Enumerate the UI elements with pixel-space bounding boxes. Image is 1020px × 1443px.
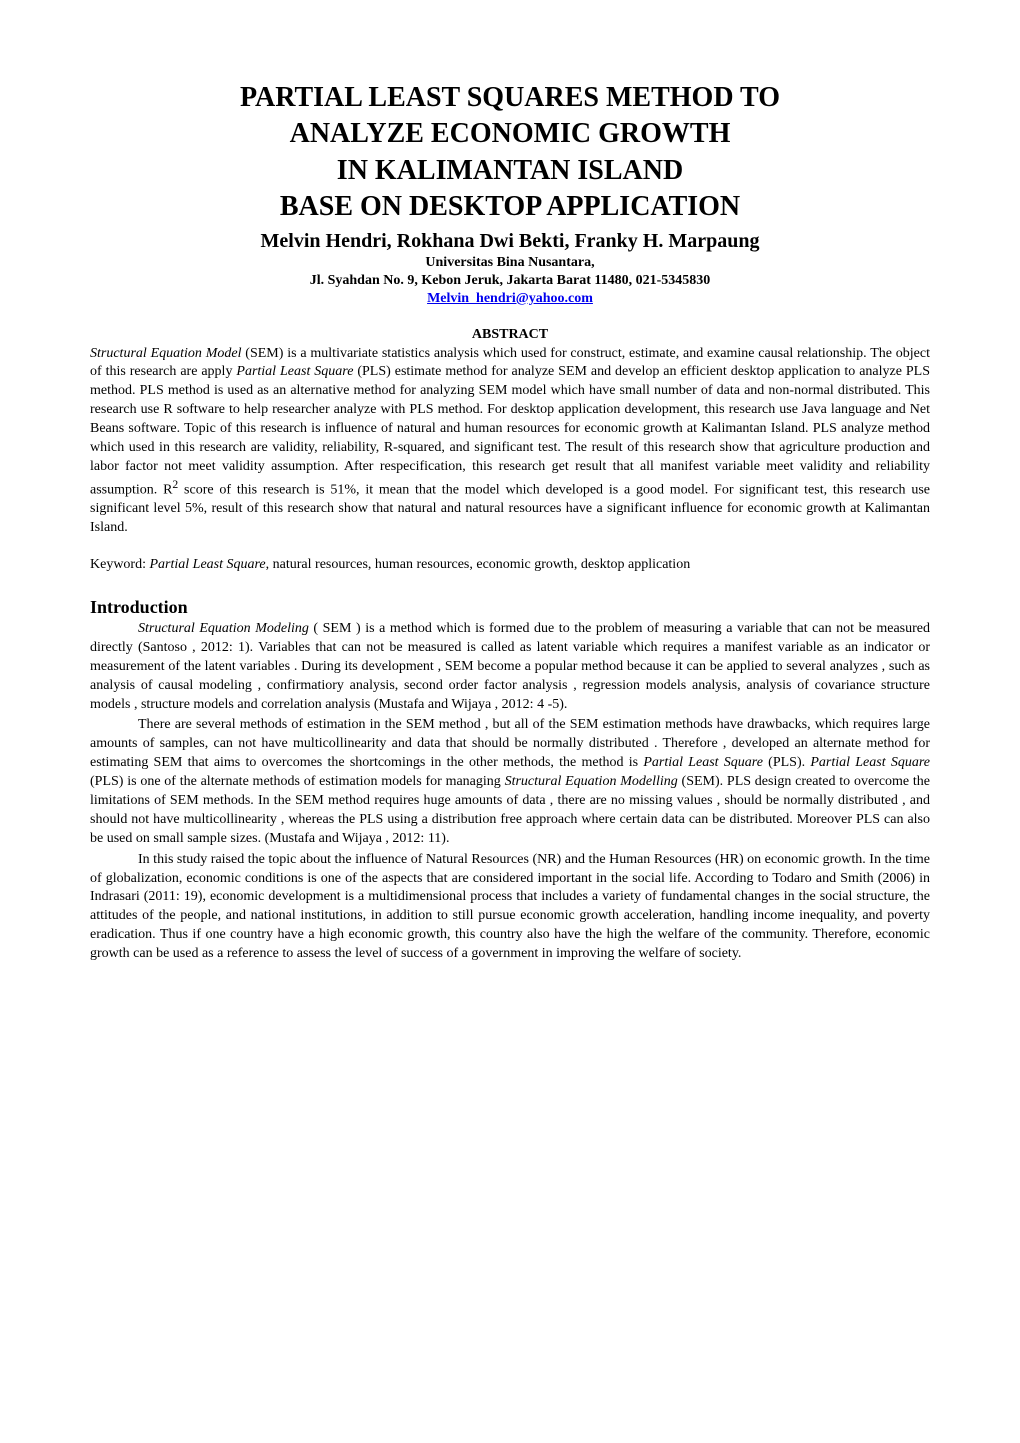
address: Jl. Syahdan No. 9, Kebon Jeruk, Jakarta … — [90, 273, 930, 289]
abstract-lead-italic: Structural Equation Model — [90, 346, 242, 361]
keywords-label: Keyword: — [90, 557, 150, 572]
paper-title-line-2: ANALYZE ECONOMIC GROWTH — [90, 116, 930, 152]
intro-p2-italic-3: Structural Equation Modelling — [505, 774, 678, 789]
intro-p2-italic-2: Partial Least Square — [810, 755, 930, 770]
email: Melvin_hendri@yahoo.com — [90, 291, 930, 307]
paper-title-line-1: PARTIAL LEAST SQUARES METHOD TO — [90, 80, 930, 116]
intro-paragraph-1: Structural Equation Modeling ( SEM ) is … — [90, 620, 930, 714]
email-link[interactable]: Melvin_hendri@yahoo.com — [427, 291, 593, 306]
intro-paragraph-3: In this study raised the topic about the… — [90, 851, 930, 964]
intro-paragraph-2: There are several methods of estimation … — [90, 716, 930, 848]
affiliation: Universitas Bina Nusantara, — [90, 255, 930, 271]
abstract-text-3: score of this research is 51%, it mean t… — [90, 482, 930, 535]
abstract-heading: ABSTRACT — [90, 327, 930, 343]
abstract-text-2: (PLS) estimate method for analyze SEM an… — [90, 364, 930, 497]
intro-p2-text-b: (PLS). — [763, 755, 810, 770]
intro-p1-italic: Structural Equation Modeling — [138, 621, 309, 636]
keywords: Keyword: Partial Least Square, natural r… — [90, 556, 930, 575]
paper-title-line-3: IN KALIMANTAN ISLAND — [90, 153, 930, 189]
authors: Melvin Hendri, Rokhana Dwi Bekti, Franky… — [90, 230, 930, 253]
paper-title-line-4: BASE ON DESKTOP APPLICATION — [90, 189, 930, 225]
abstract-italic-2: Partial Least Square — [236, 364, 353, 379]
keywords-italic: Partial Least Square — [150, 557, 266, 572]
intro-p2-text-c: (PLS) is one of the alternate methods of… — [90, 774, 505, 789]
keywords-rest: , natural resources, human resources, ec… — [266, 557, 691, 572]
introduction-heading: Introduction — [90, 597, 930, 618]
abstract-body: Structural Equation Model (SEM) is a mul… — [90, 345, 930, 539]
intro-p2-italic-1: Partial Least Square — [643, 755, 763, 770]
